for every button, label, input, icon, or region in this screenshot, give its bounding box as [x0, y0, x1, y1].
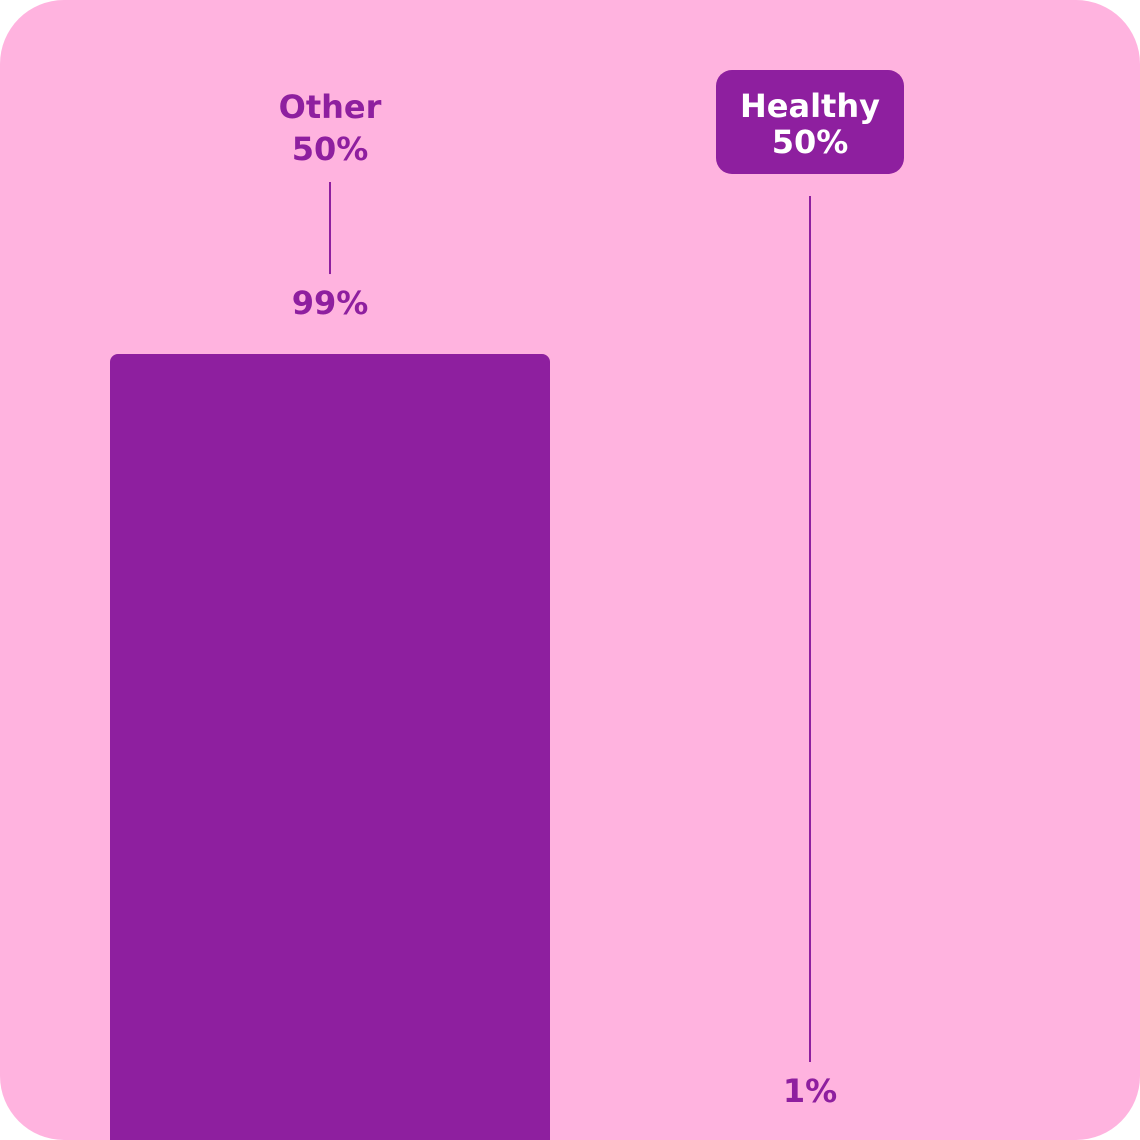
value-label-other: 99% [292, 284, 369, 322]
value-label-healthy: 1% [783, 1072, 837, 1110]
category-label-healthy: Healthy [740, 87, 880, 125]
category-label-other: Other [279, 88, 382, 126]
bar-other [110, 354, 550, 1140]
category-badge-healthy [716, 70, 904, 174]
category-share-other: 50% [292, 130, 369, 168]
category-share-healthy: 50% [772, 123, 849, 161]
